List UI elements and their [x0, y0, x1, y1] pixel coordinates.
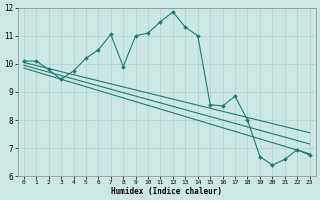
X-axis label: Humidex (Indice chaleur): Humidex (Indice chaleur) [111, 187, 222, 196]
